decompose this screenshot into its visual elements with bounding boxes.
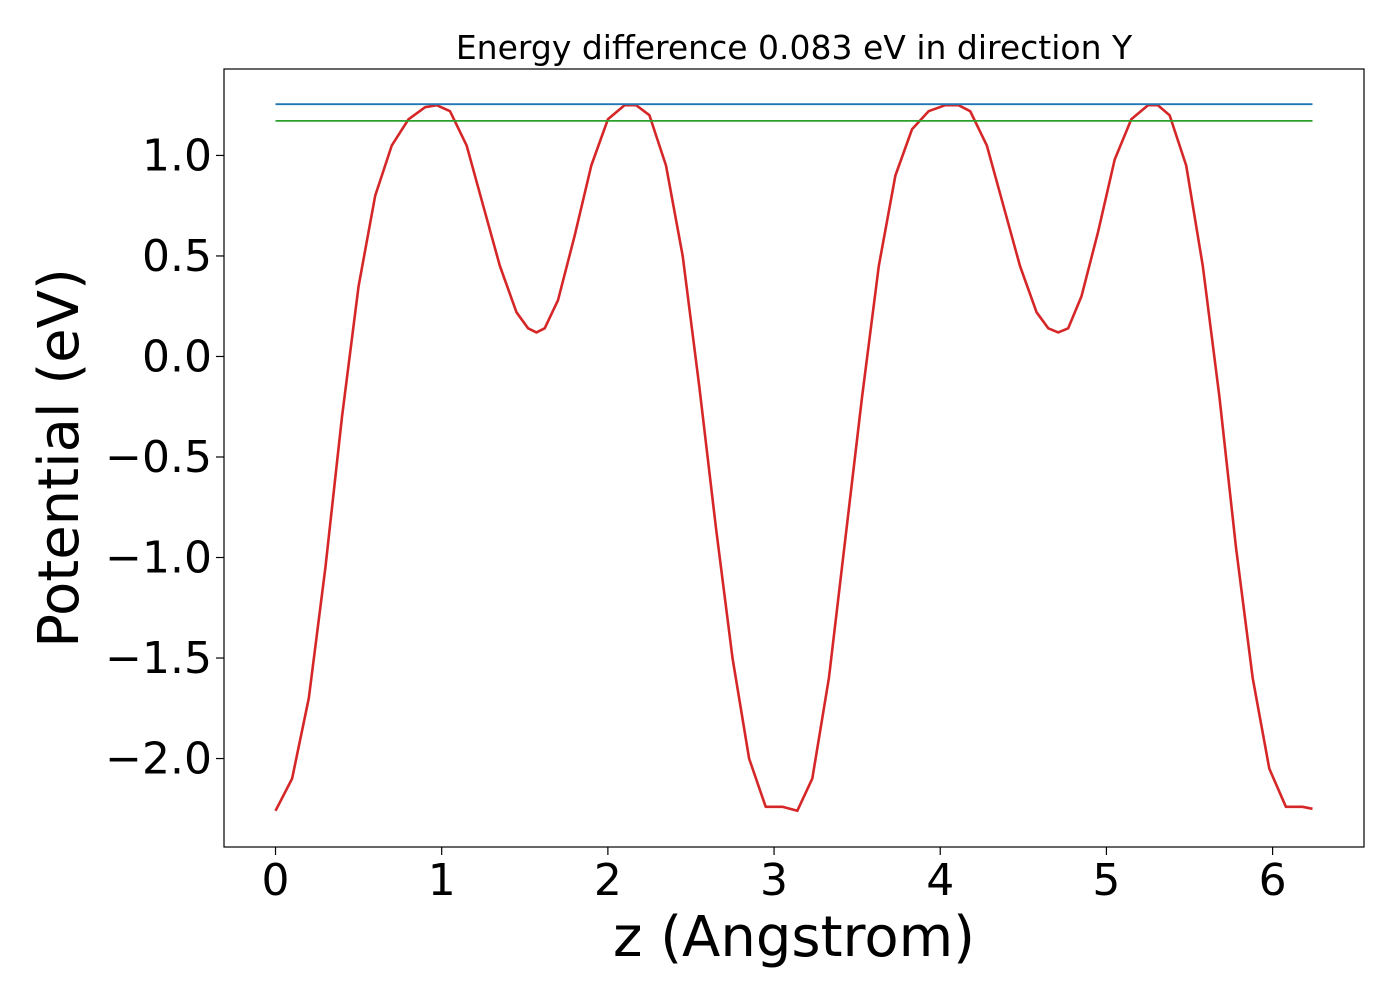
x-tick-label: 1 (428, 855, 456, 906)
x-tick-label: 5 (1092, 855, 1120, 906)
x-tick-label: 4 (926, 855, 954, 906)
y-tick-label: 0.5 (142, 231, 212, 282)
y-tick-label: −1.5 (105, 633, 212, 684)
y-tick-label: 1.0 (142, 130, 212, 181)
plot-area (274, 103, 1313, 813)
potential-curve (274, 103, 1313, 813)
x-axis-title: z (Angstrom) (613, 905, 975, 970)
x-tick-label: 3 (760, 855, 788, 906)
y-tick-label: 0.0 (142, 331, 212, 382)
x-tick-label: 0 (262, 855, 290, 906)
y-tick-label: −0.5 (105, 432, 212, 483)
chart-title: Energy difference 0.083 eV in direction … (456, 28, 1133, 67)
x-axis: 0 1 2 3 4 5 6 (262, 847, 1287, 906)
plot-frame (223, 68, 1365, 848)
y-axis: 1.0 0.5 0.0 −0.5 −1.0 −1.5 −2.0 (105, 130, 224, 785)
y-tick-label: −2.0 (105, 734, 212, 785)
y-axis-title: Potential (eV) (27, 268, 92, 648)
x-tick-label: 2 (594, 855, 622, 906)
y-tick-label: −1.0 (105, 533, 212, 584)
x-tick-label: 6 (1259, 855, 1287, 906)
